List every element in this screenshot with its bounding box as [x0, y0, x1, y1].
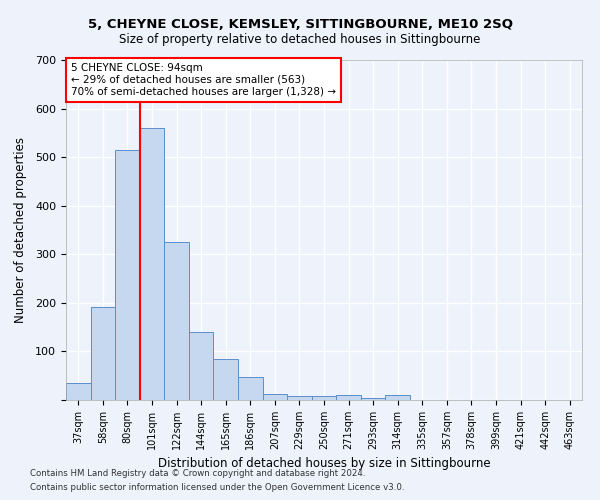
Bar	[214, 358, 238, 400]
Bar	[361, 398, 385, 400]
Text: 5 CHEYNE CLOSE: 94sqm
← 29% of detached houses are smaller (563)
70% of semi-det: 5 CHEYNE CLOSE: 94sqm ← 29% of detached …	[71, 64, 336, 96]
Bar	[287, 396, 312, 400]
Bar	[140, 128, 164, 400]
Bar	[189, 332, 214, 400]
Text: Contains public sector information licensed under the Open Government Licence v3: Contains public sector information licen…	[30, 484, 404, 492]
Y-axis label: Number of detached properties: Number of detached properties	[14, 137, 27, 323]
X-axis label: Distribution of detached houses by size in Sittingbourne: Distribution of detached houses by size …	[158, 458, 490, 470]
Bar	[385, 395, 410, 400]
Text: Size of property relative to detached houses in Sittingbourne: Size of property relative to detached ho…	[119, 32, 481, 46]
Bar	[312, 396, 336, 400]
Text: 5, CHEYNE CLOSE, KEMSLEY, SITTINGBOURNE, ME10 2SQ: 5, CHEYNE CLOSE, KEMSLEY, SITTINGBOURNE,…	[88, 18, 512, 30]
Bar	[336, 395, 361, 400]
Bar	[164, 242, 189, 400]
Bar	[238, 377, 263, 400]
Text: Contains HM Land Registry data © Crown copyright and database right 2024.: Contains HM Land Registry data © Crown c…	[30, 468, 365, 477]
Bar	[115, 150, 140, 400]
Bar	[91, 306, 115, 400]
Bar	[66, 383, 91, 400]
Bar	[263, 394, 287, 400]
